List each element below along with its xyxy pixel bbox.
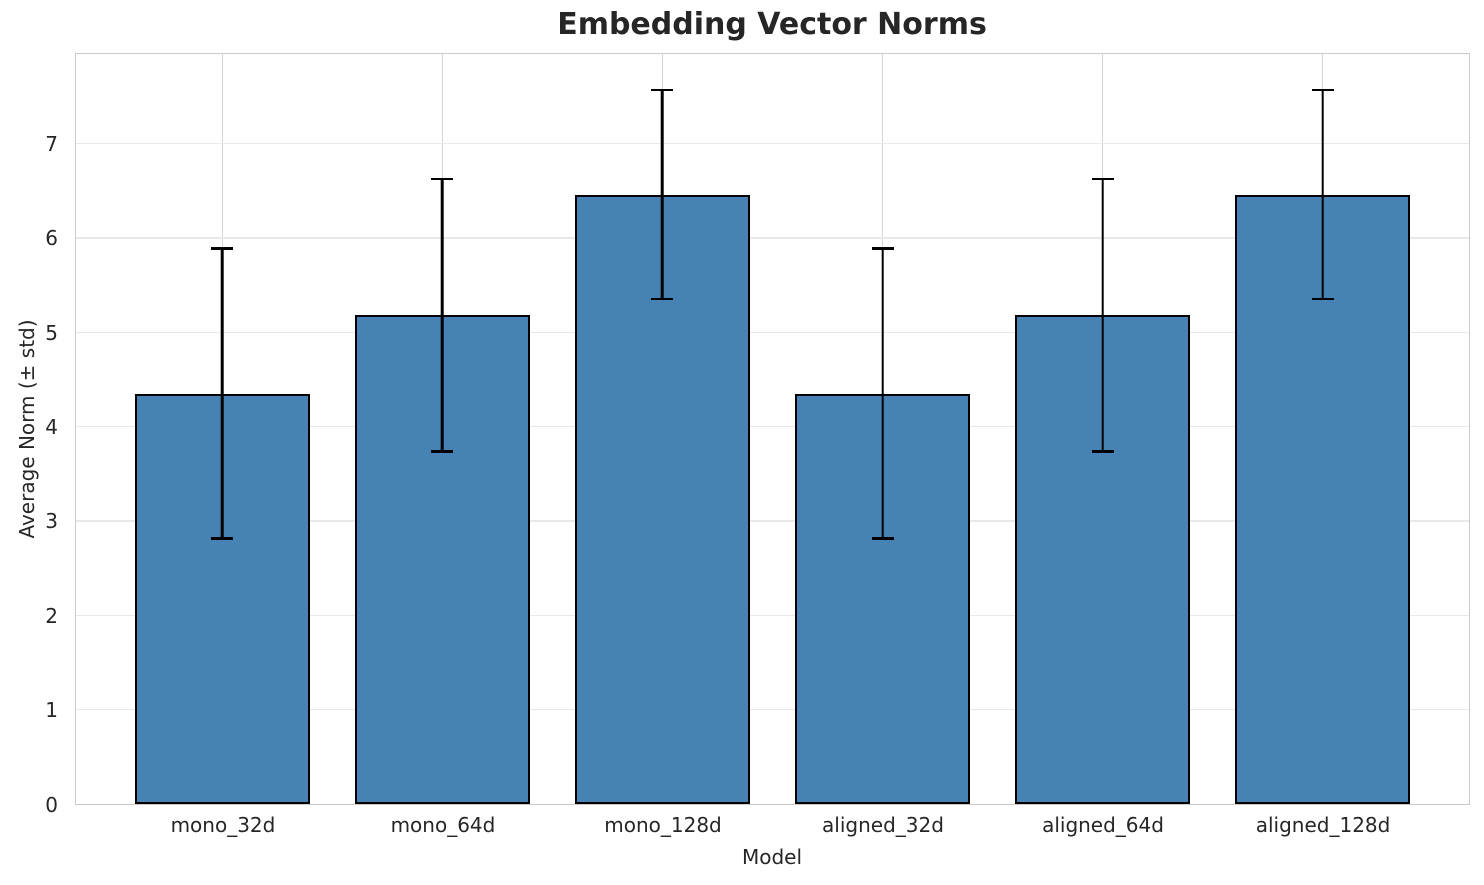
error-bar-line [1101,177,1104,454]
y-tick-label: 0 [45,792,58,817]
error-bar-cap-top [651,88,674,92]
y-tick-label: 3 [45,509,58,534]
error-bar-cap-bottom [871,537,894,540]
x-tick-label: mono_64d [390,813,496,837]
error-bar-cap-top [211,247,234,250]
gridline-horizontal [76,425,1469,428]
gridline-horizontal [76,614,1469,616]
chart-title: Embedding Vector Norms [557,7,987,42]
y-tick-label: 5 [45,320,58,345]
error-bar-cap-bottom [431,450,454,454]
error-bar-cap-bottom [211,537,234,540]
gridline-horizontal [76,142,1469,145]
error-bar [431,177,454,454]
error-bar-cap-top [871,247,894,250]
x-tick-label: mono_128d [604,813,722,837]
y-tick-label: 2 [45,603,58,628]
error-bar [871,247,894,540]
y-tick-label: 1 [45,698,58,723]
error-bar-cap-top [1091,177,1114,181]
gridline-horizontal [76,237,1469,239]
error-bar-cap-bottom [651,297,674,301]
error-bar-cap-bottom [1091,450,1114,454]
x-axis-label: Model [741,845,803,869]
x-axis: mono_32d mono_64d mono_128d aligned_32d alig… [75,812,1470,842]
error-bar [1311,88,1334,301]
plot-area [75,53,1470,805]
x-tick-label: aligned_64d [1042,813,1164,837]
error-bar-line [881,247,884,540]
error-bar-cap-top [1311,88,1334,92]
gridline-horizontal [76,331,1469,333]
error-bar-cap-bottom [1311,297,1334,301]
error-bar-cap-top [431,177,454,181]
y-tick-label: 6 [45,226,58,251]
x-tick-label: aligned_32d [822,813,944,837]
error-bar-line [1321,88,1324,301]
error-bar-line [661,88,664,301]
x-tick-label: mono_32d [170,813,276,837]
y-tick-label: 7 [45,132,58,157]
error-bar-line [441,177,444,454]
error-bar-line [221,247,224,540]
y-axis: 0 1 2 3 4 5 6 7 [0,53,58,816]
x-tick-label: aligned_128d [1255,813,1391,837]
error-bar [651,88,674,301]
gridline-horizontal [76,520,1469,522]
error-bar [1091,177,1114,454]
y-tick-label: 4 [45,415,58,440]
error-bar [211,247,234,540]
gridline-horizontal [76,708,1469,711]
